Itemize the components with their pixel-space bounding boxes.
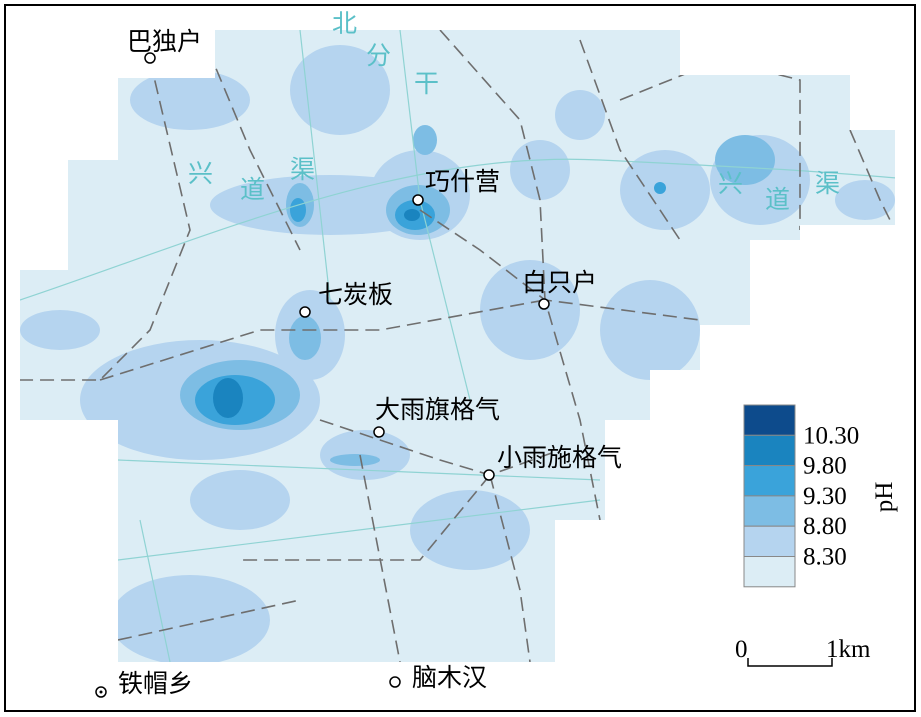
canal-line [20,158,895,301]
scale-label: 0 [735,636,748,663]
ph-zone [715,135,775,185]
legend-label: 10.30 [803,422,859,449]
ph-zone [110,575,270,662]
scale-bar: 0 1km [735,636,871,667]
place-marker [373,426,385,438]
place-label: 大雨旗格气 [375,396,500,424]
canal-label: 分 [366,42,391,70]
ph-zone [190,470,290,530]
road [240,474,491,561]
ph-zone [289,316,321,360]
ph-zone [600,280,700,380]
legend-swatch [743,465,796,497]
legend-swatch [743,556,796,588]
road [117,599,301,641]
place-label: 七炭板 [318,281,393,309]
road [579,39,681,241]
place-label: 小雨施格气 [497,444,622,472]
ph-zone [510,140,570,200]
place-marker [538,298,550,310]
canal-label: 兴 [718,170,743,198]
road [439,30,601,521]
road [199,30,301,251]
canal-line [117,499,601,561]
road [359,454,401,662]
ph-zone [410,490,530,570]
ph-zone [213,378,243,418]
canal-line [139,519,171,662]
ph-zone [130,70,250,130]
ph-zone [330,454,380,466]
ph-zone [413,125,437,155]
place-label: 脑木汉 [412,664,487,692]
place-label: 铁帽乡 [118,670,193,698]
place-label: 巴独户 [127,28,202,56]
labels: 巴独户 巧什营 七炭板 白只户 大雨旗格气 小雨施格气 铁帽乡 脑木汉 北 分 … [95,11,840,698]
ph-zone [835,180,895,220]
canal-label: 道 [765,186,790,214]
canal-label: 兴 [188,160,213,188]
place-marker [412,194,424,206]
canal-label: 干 [414,71,439,98]
legend-swatch [743,525,796,558]
canal-line [117,459,601,481]
ph-zone [20,310,100,350]
place-label: 白只户 [522,269,597,297]
ph-class-areas [213,209,420,418]
legend-label: 9.80 [803,453,847,480]
ph-zone [555,90,605,140]
legend-label: 9.30 [803,483,847,510]
canal-label: 渠 [815,170,840,198]
canal-label: 渠 [290,156,315,184]
canal-label: 北 [332,11,357,38]
ph-zone [290,45,390,135]
scale-label: 1km [826,636,871,663]
road [319,419,561,476]
road [419,209,701,321]
ph-zone [290,198,306,222]
place-marker [299,306,311,318]
place-marker [389,676,401,688]
place-marker [483,469,495,481]
legend-swatch [743,404,796,436]
canal-line [299,30,331,301]
legend-swatch [743,495,796,527]
road [489,474,531,662]
canal-label: 道 [240,176,265,204]
legend-label: 8.80 [803,513,847,540]
legend: pH 10.30 9.80 9.30 8.80 8.30 [743,404,898,588]
road [849,129,895,231]
place-label: 巧什营 [425,168,500,196]
legend-swatch [743,434,796,467]
ph-zone [404,209,420,221]
legend-title: pH [871,482,898,513]
legend-label: 8.30 [803,544,847,571]
road [20,59,191,381]
scale-line [747,658,833,667]
place-marker-dot [99,690,103,694]
ph-zone [654,182,666,194]
place-marker [144,52,156,64]
